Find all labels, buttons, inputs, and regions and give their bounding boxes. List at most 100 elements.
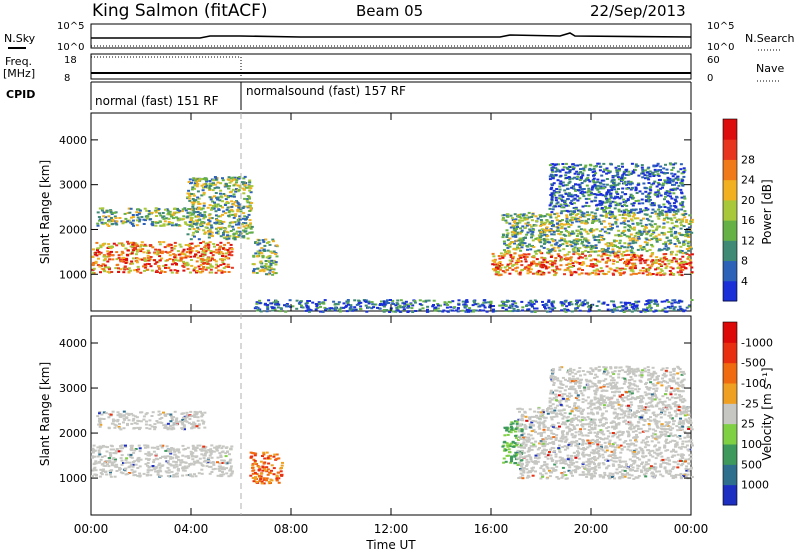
- power-echo-cell: [265, 273, 268, 276]
- power-echo-cell: [667, 239, 671, 242]
- power-echo-cell: [539, 215, 542, 218]
- velocity-echo-cell: [204, 459, 208, 462]
- power-echo-cell: [578, 247, 582, 250]
- power-echo-cell: [230, 195, 234, 198]
- power-echo-cell: [236, 184, 240, 187]
- power-echo-cell: [535, 258, 539, 261]
- power-echo-cell: [506, 232, 510, 235]
- power-echo-cell: [601, 258, 605, 261]
- power-echo-cell: [197, 228, 201, 231]
- power-echo-cell: [576, 213, 580, 215]
- velocity-echo-cell: [151, 411, 155, 414]
- power-echo-cell: [246, 198, 250, 201]
- power-echo-cell: [221, 200, 224, 203]
- power-echo-cell: [509, 214, 513, 217]
- power-echo-cell: [646, 232, 649, 235]
- power-echo-cell: [559, 256, 563, 259]
- power-echo-cell: [221, 206, 224, 209]
- power-echo-cell: [543, 233, 547, 236]
- power-echo-cell: [657, 212, 661, 215]
- velocity-echo-cell: [124, 473, 128, 476]
- power-echo-cell: [558, 239, 562, 242]
- power-echo-cell: [637, 199, 641, 202]
- power-echo-cell: [684, 251, 688, 254]
- power-echo-cell: [547, 300, 551, 303]
- power-echo-cell: [158, 249, 162, 252]
- power-echo-cell: [182, 260, 185, 263]
- power-echo-cell: [274, 299, 278, 302]
- power-echo-cell: [192, 179, 195, 182]
- power-echo-cell: [227, 253, 231, 256]
- velocity-echo-cell: [207, 460, 211, 462]
- power-echo-cell: [136, 245, 140, 248]
- power-echo-cell: [266, 273, 270, 276]
- power-echo-cell: [553, 307, 557, 310]
- power-echo-cell: [567, 195, 571, 198]
- power-echo-cell: [633, 209, 637, 212]
- power-echo-cell: [504, 305, 508, 307]
- power-echo-cell: [688, 223, 692, 225]
- power-echo-cell: [534, 252, 538, 255]
- power-echo-cell: [609, 268, 613, 271]
- power-echo-cell: [683, 197, 687, 200]
- power-echo-cell: [115, 244, 119, 247]
- power-echo-cell: [652, 262, 656, 265]
- power-echo-cell: [232, 216, 236, 219]
- power-echo-cell: [587, 197, 591, 200]
- power-echo-cell: [662, 256, 666, 259]
- power-echo-cell: [659, 194, 663, 197]
- velocity-echo-cell: [259, 478, 263, 481]
- power-echo-cell: [190, 242, 194, 245]
- power-echo-cell: [566, 221, 569, 224]
- power-echo-cell: [233, 178, 237, 181]
- power-echo-cell: [139, 250, 143, 253]
- power-echo-cell: [590, 250, 594, 253]
- power-echo-cell: [533, 250, 537, 253]
- power-echo-cell: [226, 249, 230, 251]
- power-echo-cell: [199, 207, 203, 210]
- power-echo-cell: [543, 257, 547, 259]
- power-echo-cell: [101, 263, 105, 266]
- power-echo-cell: [531, 272, 535, 275]
- power-echo-cell: [613, 201, 617, 204]
- power-echo-cell: [202, 193, 206, 196]
- power-echo-cell: [582, 244, 586, 247]
- power-echo-cell: [616, 246, 620, 248]
- power-echo-cell: [244, 218, 248, 221]
- power-echo-cell: [130, 260, 134, 263]
- power-echo-cell: [543, 239, 546, 242]
- velocity-echo-cell: [251, 452, 255, 455]
- velocity-echo-cell: [220, 459, 224, 462]
- power-echo-cell: [563, 308, 567, 311]
- power-echo-cell: [122, 271, 126, 274]
- power-echo-cell: [508, 237, 512, 240]
- velocity-echo-cell: [108, 457, 112, 459]
- power-echo-cell: [164, 250, 168, 253]
- power-echo-cell: [616, 173, 620, 176]
- power-echo-cell: [605, 199, 609, 202]
- power-echo-cell: [295, 307, 299, 310]
- power-echo-cell: [678, 241, 682, 244]
- velocity-echo-cell: [203, 449, 207, 452]
- power-echo-cell: [554, 170, 558, 173]
- velocity-echo-cell: [138, 428, 141, 431]
- power-echo-cell: [583, 191, 587, 194]
- power-echo-cell: [669, 266, 673, 269]
- power-echo-cell: [219, 269, 223, 272]
- velocity-echo-cell: [208, 472, 212, 475]
- power-echo-cell: [130, 251, 134, 254]
- power-echo-cell: [251, 263, 255, 266]
- power-echo-cell: [208, 228, 212, 231]
- power-echo-cell: [224, 265, 228, 268]
- velocity-echo-cell: [98, 475, 102, 478]
- power-echo-cell: [243, 184, 247, 187]
- power-echo-cell: [131, 216, 135, 218]
- velocity-echo-cell: [221, 445, 225, 448]
- power-echo-cell: [647, 230, 651, 233]
- velocity-echo-cell: [153, 426, 157, 429]
- power-echo-cell: [265, 265, 269, 268]
- power-echo-cell: [192, 231, 196, 234]
- power-echo-cell: [594, 269, 598, 272]
- power-echo-cell: [662, 258, 666, 261]
- power-echo-cell: [669, 163, 673, 166]
